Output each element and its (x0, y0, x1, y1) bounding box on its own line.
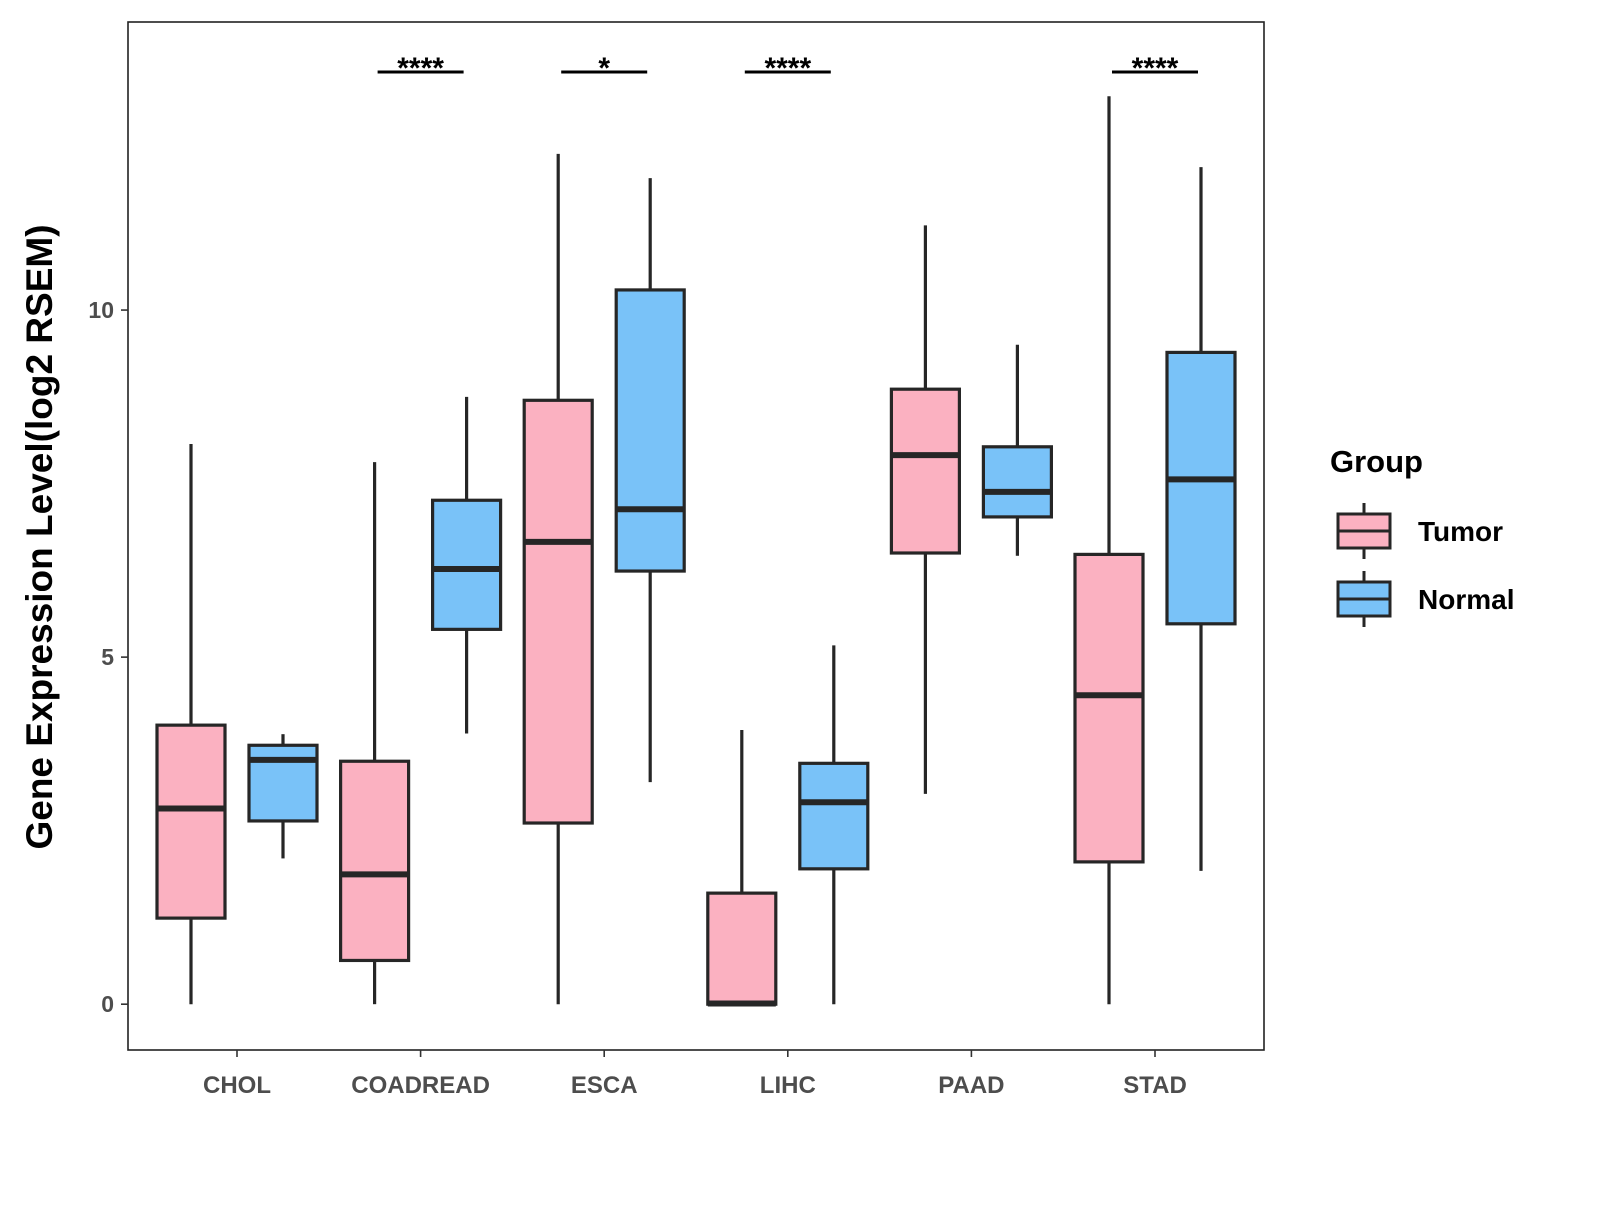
box-normal-stad (1165, 350, 1237, 626)
box-normal-esca (614, 288, 686, 573)
box-normal-coadread (431, 498, 503, 631)
significance-label: **** (397, 52, 444, 85)
box-tumor-paad (889, 387, 962, 555)
x-tick-label-lihc: LIHC (760, 1072, 816, 1099)
plot-panel (127, 21, 1265, 1051)
box-tumor-lihc (706, 891, 778, 1006)
x-tick-label-paad: PAAD (938, 1072, 1004, 1099)
x-tick-label-chol: CHOL (203, 1072, 271, 1099)
significance-label: **** (764, 52, 811, 85)
box-tumor-coadread (339, 759, 411, 963)
significance-label: **** (1132, 52, 1179, 85)
legend-label-normal: Normal (1418, 584, 1514, 615)
y-tick-label: 5 (101, 644, 114, 670)
legend: Group Tumor Normal (1330, 444, 1514, 627)
y-axis-label: Gene Expression Level(log2 RSEM) (19, 224, 60, 849)
significance-label: * (598, 52, 610, 85)
x-tick-label-stad: STAD (1123, 1072, 1187, 1099)
x-tick-label-coadread: COADREAD (351, 1072, 490, 1099)
legend-label-tumor: Tumor (1418, 516, 1503, 547)
box-normal-chol (247, 743, 319, 823)
legend-title: Group (1330, 444, 1423, 479)
box-tumor-chol (155, 723, 227, 920)
y-tick-label: 0 (101, 991, 114, 1017)
y-tick-label: 10 (88, 297, 114, 323)
box-tumor-stad (1073, 552, 1145, 864)
box-normal-lihc (798, 761, 870, 871)
box-tumor-esca (522, 398, 594, 825)
box-normal-paad (981, 445, 1054, 519)
x-tick-label-esca: ESCA (571, 1072, 638, 1099)
